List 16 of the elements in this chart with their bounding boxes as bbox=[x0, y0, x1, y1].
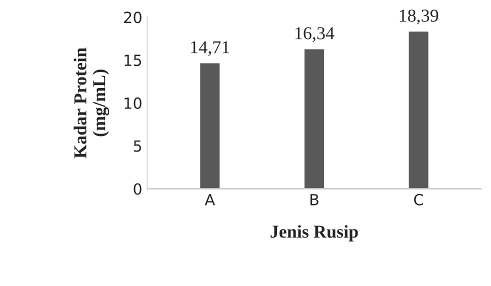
bar bbox=[407, 30, 430, 189]
x-axis-title: Jenis Rusip bbox=[270, 225, 358, 242]
y-tick-label: 10 bbox=[124, 97, 142, 109]
x-tick-label: B bbox=[310, 194, 318, 206]
y-tick-label: 20 bbox=[124, 12, 142, 24]
data-label: 14,71 bbox=[191, 41, 230, 56]
data-label: 18,39 bbox=[400, 10, 438, 24]
bar bbox=[303, 48, 326, 189]
y-tick-label: 0 bbox=[134, 183, 142, 195]
data-label: 16,34 bbox=[296, 27, 334, 42]
x-tick-label: C bbox=[414, 194, 424, 206]
y-tick-label: 5 bbox=[134, 140, 142, 152]
y-axis-title: Kadar Protein (mg/mL) bbox=[74, 48, 110, 158]
x-tick-label: A bbox=[204, 194, 215, 206]
bar bbox=[198, 62, 222, 189]
y-tick-label: 15 bbox=[124, 54, 142, 66]
